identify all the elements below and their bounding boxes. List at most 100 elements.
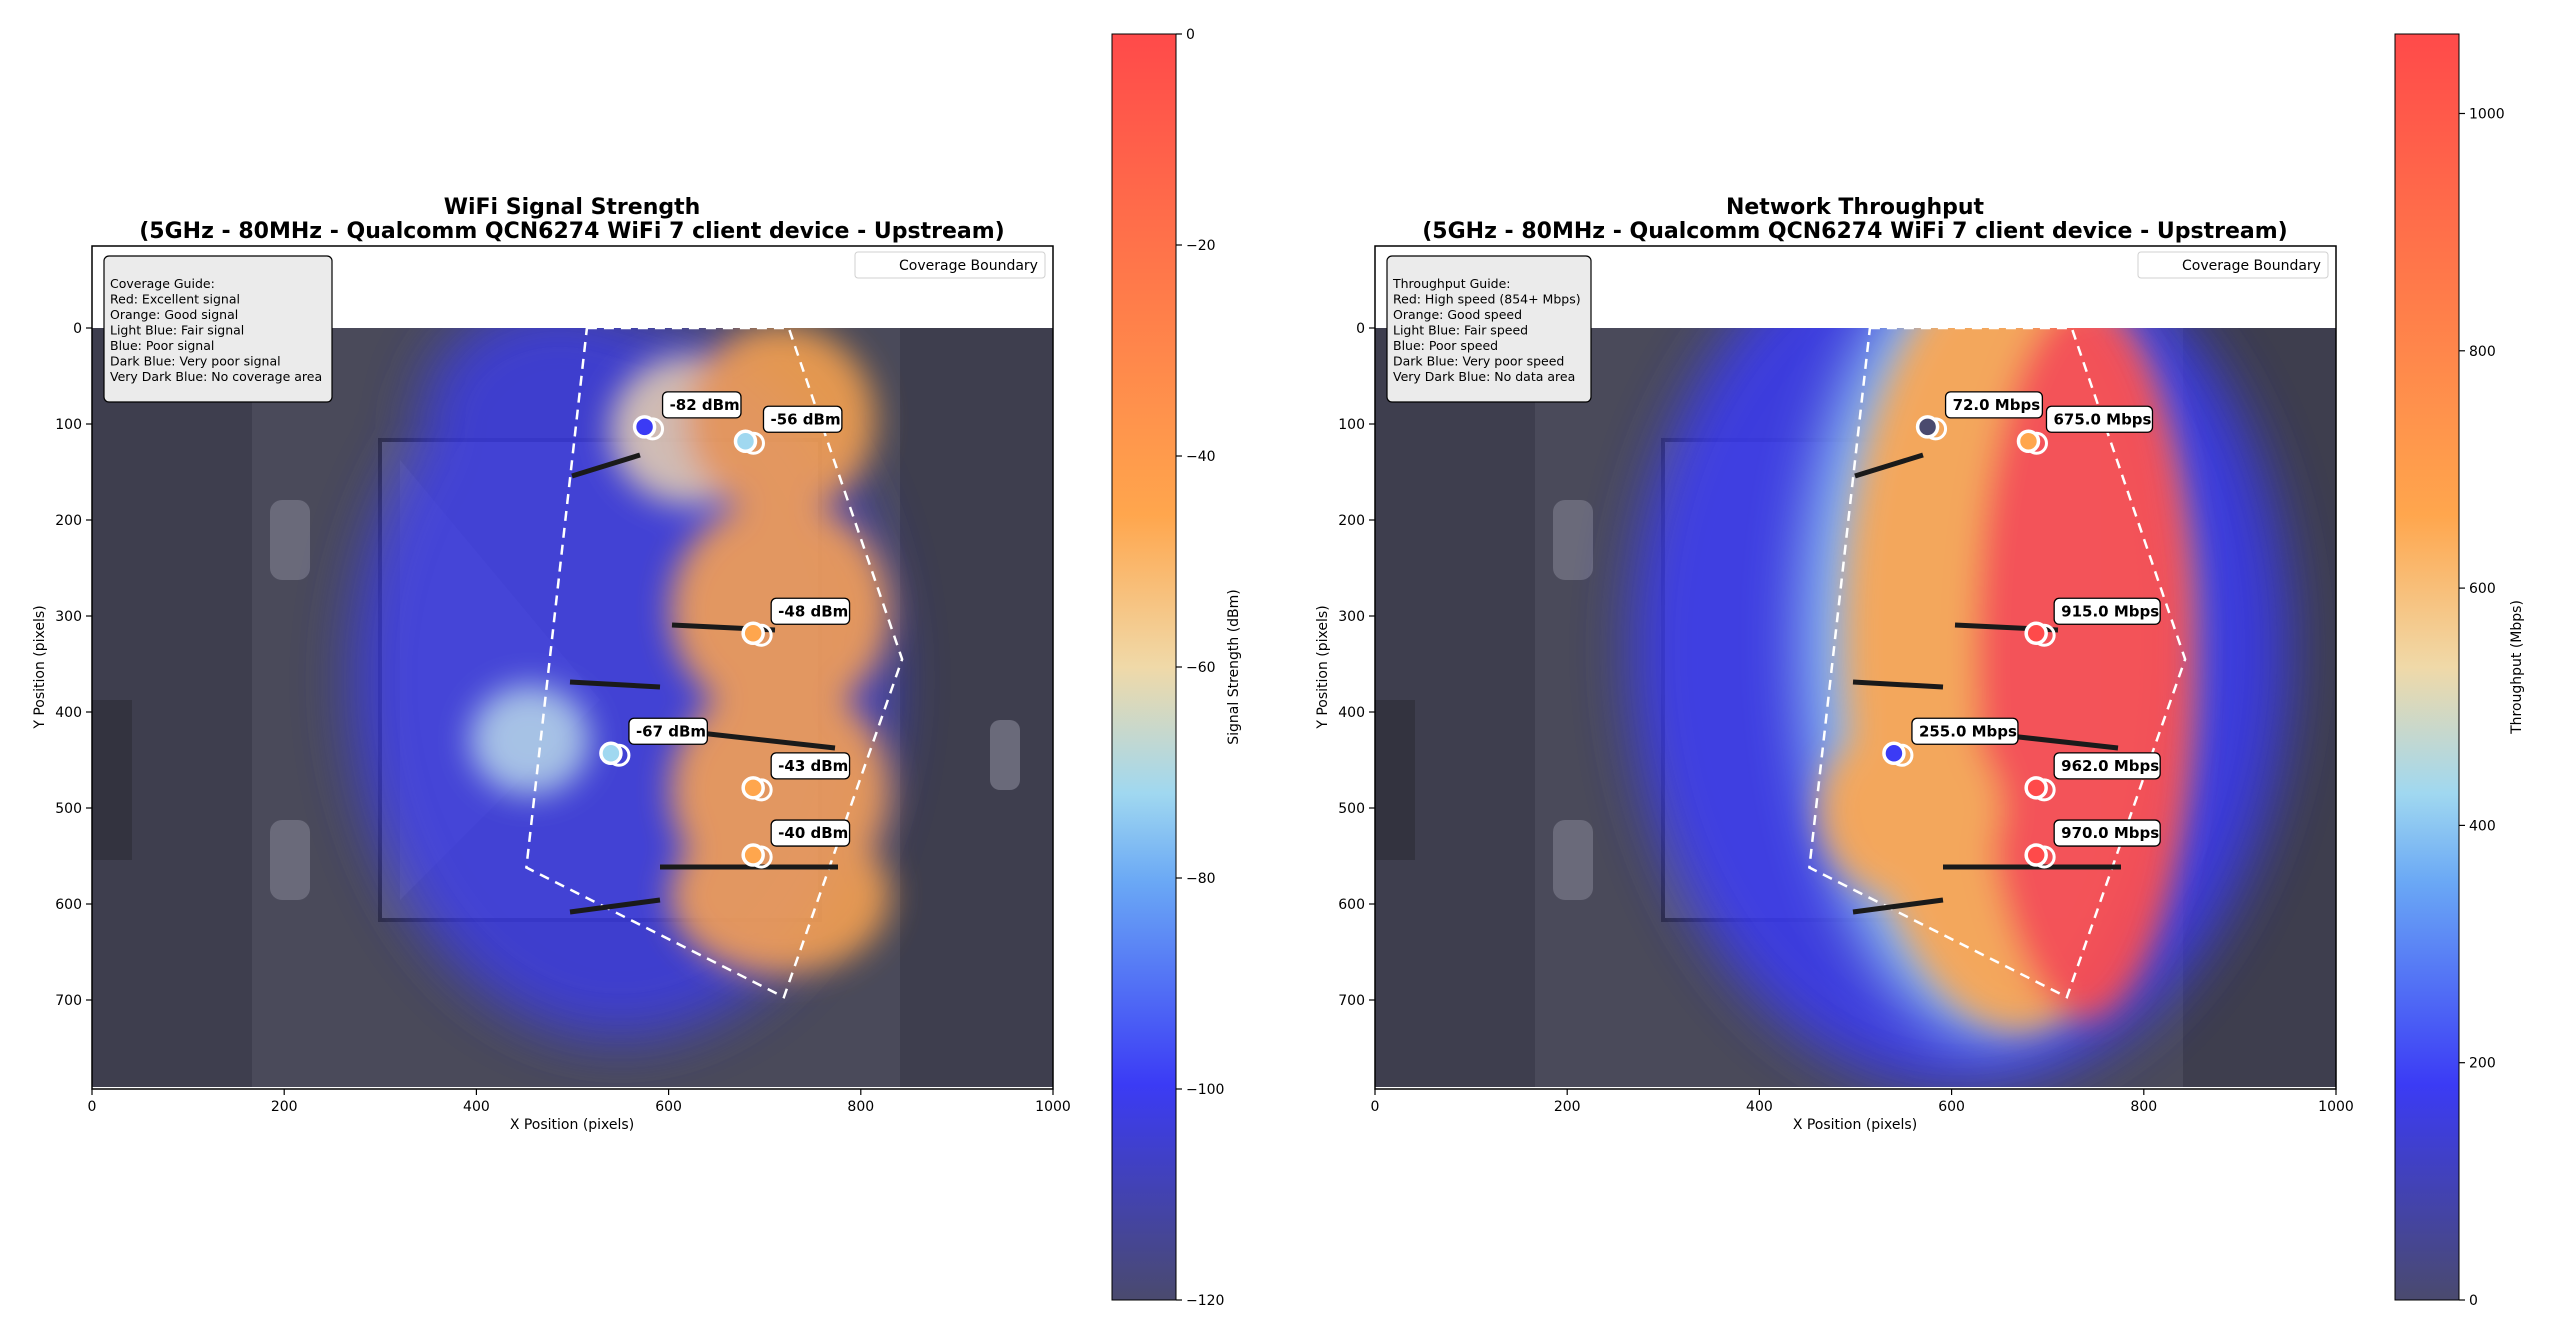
point-label: -82 dBm [670,396,740,414]
guide-line: Very Dark Blue: No coverage area [110,369,322,384]
guide-line: Coverage Guide: [110,276,215,291]
colorbar-tick-label: −80 [1186,871,1216,887]
point-label-box [770,819,851,847]
x-tick-label: 0 [1371,1099,1380,1115]
measurement-point[interactable] [2024,843,2048,867]
x-tick-label: 200 [271,1099,298,1115]
y-tick-label: 500 [1338,801,1365,817]
legend: Coverage Boundary [2137,251,2329,279]
y-axis-ticks: 0 100 200 300 400 500 600 700 [1338,321,1375,1009]
axes-frame [91,245,1054,1090]
guide-line: Dark Blue: Very poor speed [1393,354,1564,369]
y-axis-label: Y Position (pixels) [32,605,48,729]
colorbar-tick-label: 800 [2469,344,2496,360]
colorbar-tick-label: 400 [2469,818,2496,834]
measurement-point[interactable] [2024,621,2048,646]
x-axis-label: X Position (pixels) [510,1117,634,1133]
measurement-point[interactable] [2024,776,2048,800]
x-axis-ticks: 0 200 400 600 800 1000 [88,1089,1071,1115]
y-axis-ticks: 0 100 200 300 400 500 600 700 [55,321,92,1009]
colorbar-label: Signal Strength (dBm) [1226,589,1242,745]
panel-title-line1: Network Throughput [1726,195,1985,220]
y-tick-label: 400 [1338,705,1365,721]
colorbar-tick-label: −120 [1186,1293,1224,1309]
y-tick-label: 0 [73,321,82,337]
colorbar-label: Throughput (Mbps) [2509,600,2525,735]
measurement-point[interactable] [1882,741,1906,766]
measurement-point[interactable] [733,429,758,454]
y-tick-label: 0 [1356,321,1365,337]
legend-label: Coverage Boundary [899,258,1038,274]
axes-frame [1374,245,2337,1090]
measurement-point[interactable] [2016,429,2041,454]
measurement-point[interactable] [599,741,623,766]
throughput-panel: Network Throughput (5GHz - 80MHz - Qualc… [1315,33,2525,1309]
wall-lines [569,452,838,915]
y-tick-label: 200 [55,513,82,529]
y-tick-label: 700 [55,993,82,1009]
point-label-box [770,752,851,780]
legend: Coverage Boundary [854,251,1046,279]
measurement-point[interactable] [1915,415,1940,439]
guide-line: Red: High speed (854+ Mbps) [1393,292,1581,307]
point-label: 72.0 Mbps [1953,396,2041,414]
measurement-point[interactable] [632,415,657,439]
point-label: 675.0 Mbps [2053,410,2151,428]
guide-line: Light Blue: Fair speed [1393,323,1528,338]
legend-label: Coverage Boundary [2182,258,2321,274]
colorbar-tick-label: 200 [2469,1056,2496,1072]
point-label-box [2053,597,2161,625]
y-tick-label: 600 [1338,897,1365,913]
colorbar-tick-label: −100 [1186,1082,1224,1098]
y-axis-label: Y Position (pixels) [1315,605,1331,729]
panel-title-line2: (5GHz - 80MHz - Qualcomm QCN6274 WiFi 7 … [1422,219,2288,244]
point-label: -40 dBm [778,824,848,842]
guide-line: Throughput Guide: [1392,276,1511,291]
guide-line: Red: Excellent signal [110,292,240,307]
point-label: 915.0 Mbps [2061,602,2159,620]
point-label-box [762,405,843,433]
point-label-box [661,391,742,419]
point-label: 255.0 Mbps [1919,722,2017,740]
point-label: -48 dBm [778,602,848,620]
throughput-heatmap [1630,328,2290,1087]
guide-line: Light Blue: Fair signal [110,323,244,338]
point-label-box [2053,819,2161,847]
colorbar-tick-label: −60 [1186,660,1216,676]
point-label-box [770,597,851,625]
y-tick-label: 300 [55,609,82,625]
colorbar-tick-label: 1000 [2469,106,2505,122]
y-tick-label: 200 [1338,513,1365,529]
colorbar [1111,33,1177,1301]
point-label-box [2045,405,2154,433]
point-label: -56 dBm [770,410,840,428]
x-tick-label: 1000 [1035,1099,1071,1115]
point-label-box [1911,717,2019,745]
point-label-box [628,717,708,745]
measurement-point[interactable] [741,843,765,867]
measurement-points: 72.0 Mbps 675.0 Mbps 915.0 Mbps 255.0 Mbps 9… [1882,391,2161,869]
guide-line: Orange: Good speed [1393,307,1522,322]
guide-line: Blue: Poor speed [1393,338,1498,353]
colorbar-ticks: 0 −20 −40 −60 −80 −100 −120 [1176,27,1224,1309]
measurement-point[interactable] [741,776,765,800]
measurement-points: -82 dBm -56 dBm -48 dBm -67 dBm -43 dBm -40 d… [599,391,851,869]
guide-line: Very Dark Blue: No data area [1393,369,1575,384]
measurement-point[interactable] [741,621,765,646]
map-area: -82 dBm -56 dBm -48 dBm -67 dBm -43 dBm -40 d… [92,328,1053,1087]
x-tick-label: 800 [2130,1099,2157,1115]
colorbar-tick-label: 0 [2469,1293,2478,1309]
y-tick-label: 100 [1338,417,1365,433]
colorbar-tick-label: −20 [1186,238,1216,254]
point-label-box [2053,752,2161,780]
y-tick-label: 600 [55,897,82,913]
y-tick-label: 100 [55,417,82,433]
x-tick-label: 600 [655,1099,682,1115]
colorbar [2394,33,2460,1301]
guide-line: Dark Blue: Very poor signal [110,354,281,369]
y-tick-label: 700 [1338,993,1365,1009]
guide-line: Orange: Good signal [110,307,238,322]
panel-title-line2: (5GHz - 80MHz - Qualcomm QCN6274 WiFi 7 … [139,219,1005,244]
point-label: -43 dBm [778,757,848,775]
